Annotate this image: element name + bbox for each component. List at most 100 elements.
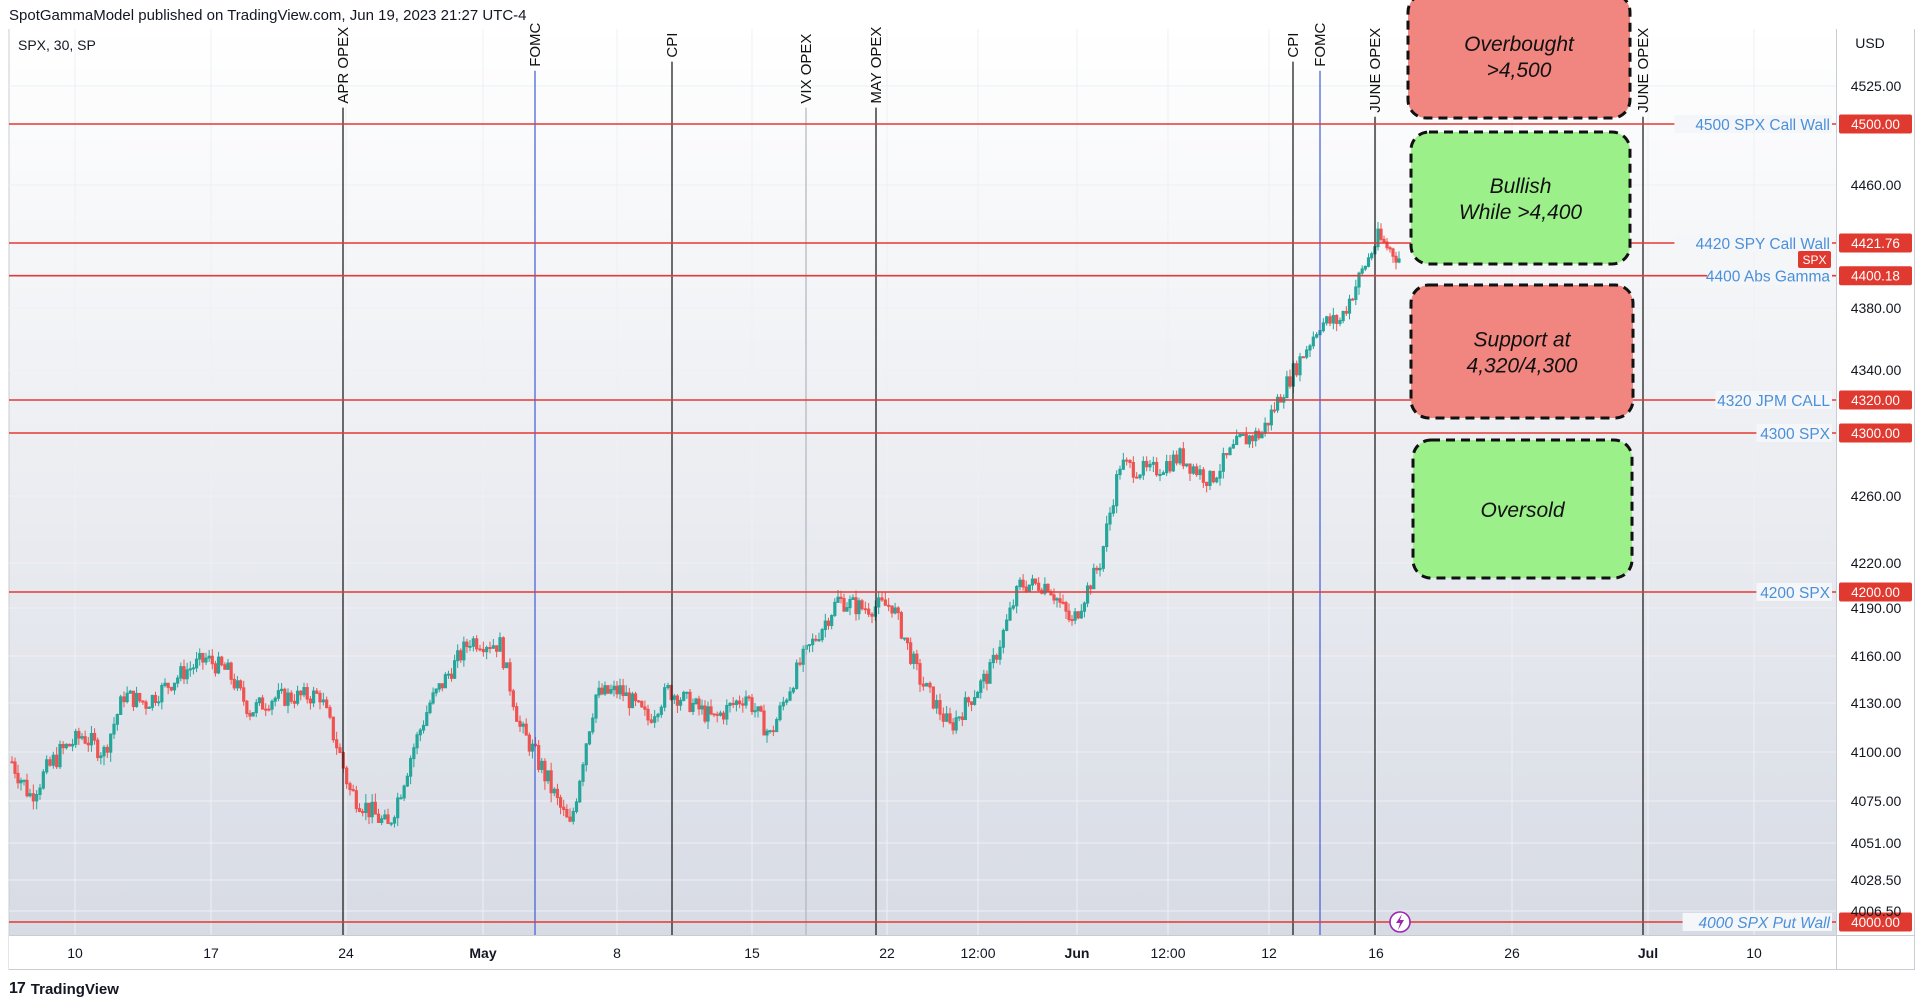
candle-body — [700, 705, 704, 710]
candle-body — [921, 683, 925, 687]
candle-body — [264, 708, 268, 711]
zone-title: Support at — [1474, 329, 1572, 352]
candle-body — [678, 699, 683, 706]
zone-box: Support at 4,320/4,300 — [1409, 283, 1635, 420]
price-tag-text: 4200.00 — [1851, 585, 1900, 600]
candle-body — [1058, 598, 1062, 603]
candle-body — [325, 699, 329, 709]
y-tick-label: 4006.50 — [1851, 903, 1902, 919]
level-label: 4200 SPX — [1760, 585, 1830, 602]
candle-body — [995, 654, 999, 660]
candle-body — [630, 693, 635, 709]
candle-body — [1347, 298, 1352, 314]
candle-body — [688, 691, 692, 712]
candle-body — [13, 761, 17, 774]
level-price-tag: 4300.00 — [1839, 423, 1912, 443]
level-label-bg — [1682, 913, 1832, 931]
candle-body — [728, 702, 732, 706]
candle-body — [543, 760, 547, 782]
candle-body — [1079, 610, 1083, 619]
price-ticks: 4525.00 4460.00 4380.00 4340.00 4260.00 4220.… — [1851, 78, 1902, 919]
candle-body — [836, 596, 840, 603]
candle-body — [1208, 470, 1212, 487]
candle-body — [870, 613, 874, 617]
candle-body — [546, 770, 550, 782]
candle-body — [915, 653, 919, 665]
candle-body — [1135, 476, 1139, 479]
candle-body — [798, 662, 802, 665]
candle-body — [1021, 579, 1025, 588]
candle-body — [160, 684, 164, 703]
level-label: 4500 SPX Call Wall — [1695, 117, 1830, 134]
candle-body — [1295, 363, 1299, 376]
zone-subtitle: While >4,400 — [1459, 201, 1582, 224]
x-tick-label: May — [469, 945, 496, 961]
candle-body — [505, 662, 509, 669]
candle-body — [446, 673, 451, 676]
symbol-tag-text: SPX — [1802, 253, 1826, 267]
candle-body — [449, 673, 454, 679]
candle-body — [1357, 272, 1361, 288]
price-axis[interactable] — [1837, 29, 1915, 935]
candle-body — [817, 639, 821, 642]
y-tick-label: 4028.50 — [1851, 872, 1902, 888]
candle-body — [960, 716, 964, 720]
candle-body — [1178, 448, 1182, 464]
candle-body — [954, 717, 958, 731]
candle-body — [565, 808, 569, 818]
candle-body — [549, 770, 553, 794]
candle-body — [902, 637, 907, 640]
candle-body — [138, 692, 142, 702]
candle-body — [982, 673, 986, 682]
candle-body — [83, 736, 87, 744]
candle-body — [795, 662, 799, 689]
candle-body — [1030, 578, 1035, 586]
candle-body — [223, 664, 227, 670]
event-label: FOMC — [1312, 22, 1329, 66]
event-label: JUNE OPEX — [1367, 28, 1384, 113]
candle-body — [471, 638, 475, 647]
x-tick-label: 16 — [1368, 945, 1384, 961]
candle-body — [938, 700, 942, 715]
candle-body — [718, 712, 722, 716]
candle-body — [646, 708, 650, 721]
lightning-icon[interactable] — [1389, 911, 1411, 933]
candle-body — [612, 685, 616, 691]
candle-body — [459, 650, 463, 661]
level-label: 4000 SPX Put Wall — [1698, 915, 1830, 932]
candle-body — [191, 667, 196, 670]
candle-body — [682, 691, 686, 701]
candle-body — [1305, 349, 1309, 358]
candle-body — [1301, 356, 1305, 359]
level-price-tag: 4500.00 — [1839, 114, 1912, 134]
level-label-bg — [1756, 424, 1832, 442]
candle-body — [80, 736, 84, 739]
candle-body — [587, 731, 592, 745]
candle-body — [251, 712, 255, 717]
candle-body — [421, 724, 426, 731]
candle-body — [25, 779, 29, 797]
candle-body — [48, 759, 52, 766]
candle-body — [201, 652, 205, 663]
candle-body — [1115, 474, 1119, 507]
level-label-bg — [1715, 391, 1832, 409]
level-price-tag: 4400.18 — [1839, 266, 1912, 286]
candle-body — [1250, 435, 1255, 442]
candle-body — [210, 655, 214, 665]
candle-body — [1141, 460, 1145, 476]
candle-body — [663, 687, 667, 708]
candle-body — [842, 598, 846, 612]
candle-body — [1121, 459, 1125, 470]
tradingview-footer[interactable]: 17 TradingView — [9, 980, 119, 998]
candle-body — [1085, 585, 1090, 604]
candle-body — [134, 692, 139, 708]
candle-body — [515, 706, 519, 722]
time-axis[interactable] — [9, 935, 1836, 970]
candle-body — [19, 780, 23, 784]
x-tick-label: 12 — [1261, 945, 1277, 961]
candle-body — [367, 802, 371, 818]
candle-body — [1363, 265, 1367, 270]
candle-body — [931, 686, 935, 709]
candle-body — [462, 641, 466, 661]
